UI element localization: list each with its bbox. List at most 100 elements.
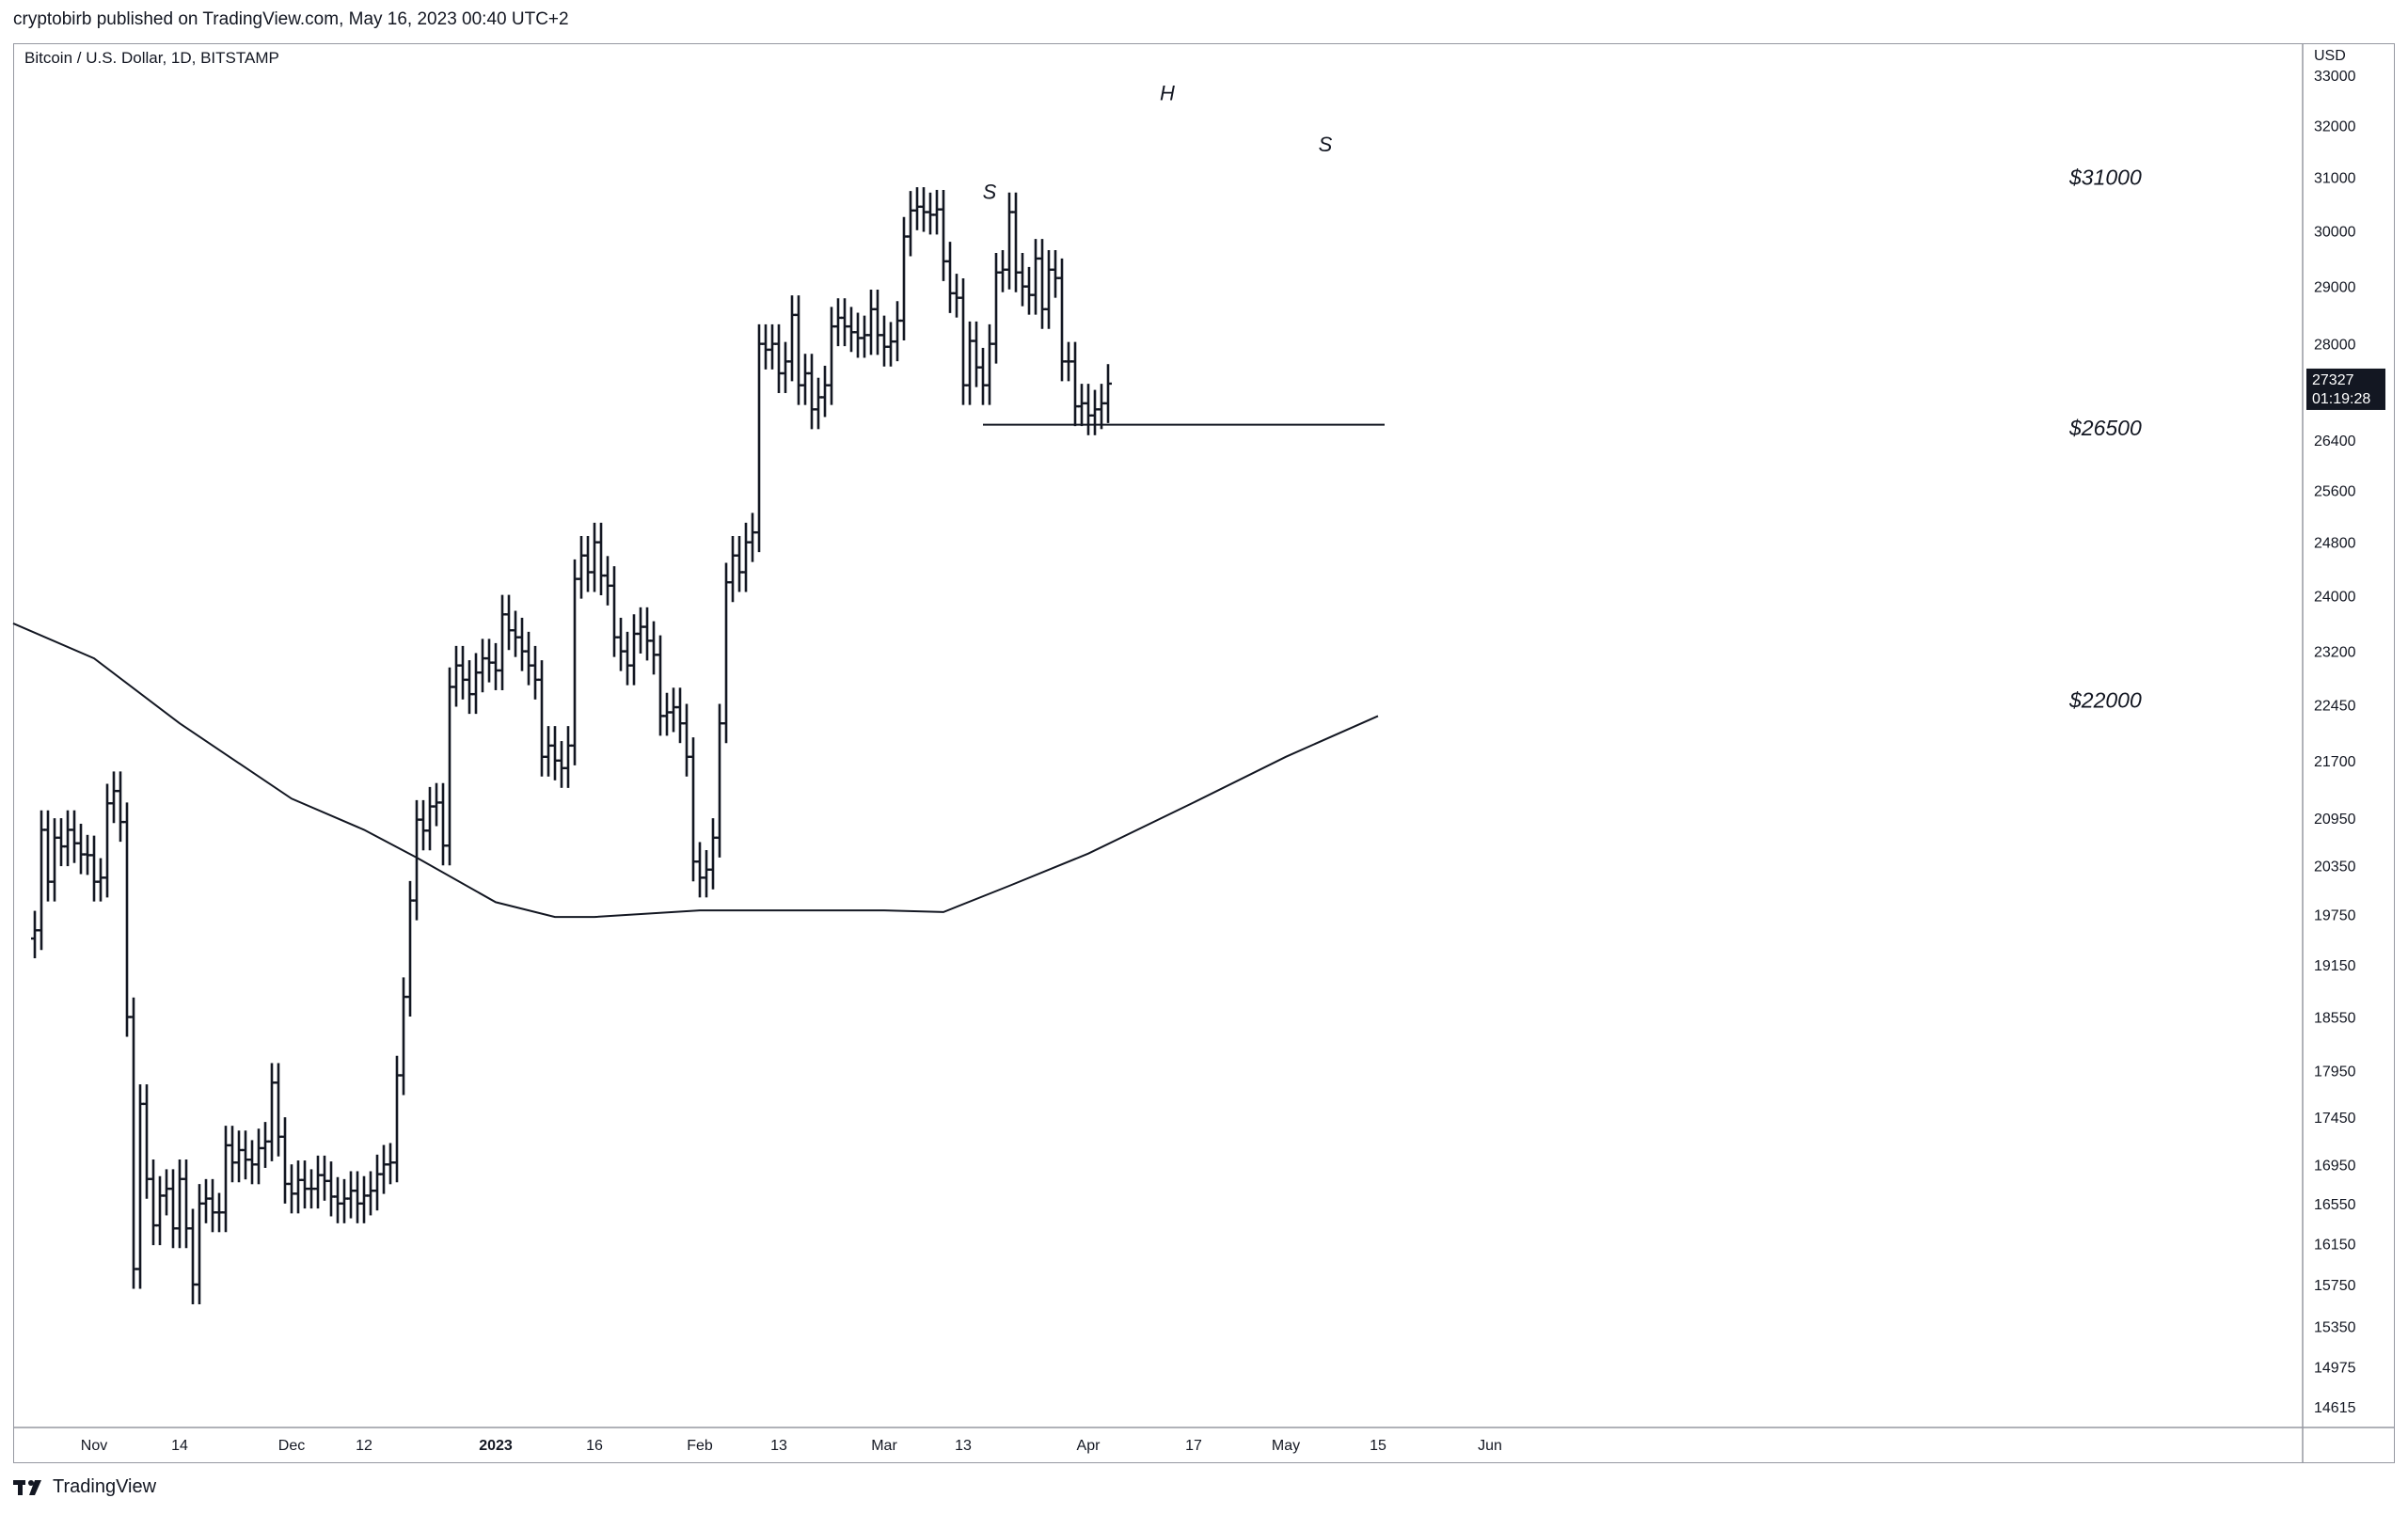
ohlc-bar [117, 771, 124, 843]
ohlc-bar [762, 323, 769, 370]
ohlc-bar [64, 810, 71, 867]
ohlc-bar [281, 1117, 289, 1204]
ohlc-bar [492, 642, 499, 690]
ohlc-bar [341, 1178, 348, 1223]
ohlc-bar [854, 312, 862, 358]
ohlc-bar [452, 645, 460, 707]
ohlc-bar [979, 347, 987, 405]
ohlc-bar [584, 535, 592, 592]
ohlc-bar [874, 290, 881, 355]
date-tick-label: Feb [687, 1438, 713, 1454]
price-tick-label: 16550 [2314, 1197, 2356, 1213]
ohlc-bar [683, 703, 690, 777]
ohlc-bar [1019, 252, 1026, 307]
ohlc-bar [57, 818, 65, 867]
moving-average-layer [12, 622, 1379, 919]
ohlc-bar [294, 1160, 302, 1214]
ohlc-bar [742, 522, 750, 592]
level-label: $26500 [2068, 416, 2142, 440]
ohlc-bar [1071, 341, 1079, 427]
price-tick-label: 19750 [2314, 908, 2356, 924]
ohlc-bar [643, 607, 651, 661]
ohlc-bar [610, 566, 618, 657]
ohlc-bar [110, 771, 118, 824]
ohlc-bar [801, 354, 809, 405]
ohlc-bar [604, 556, 611, 606]
price-tick-label: 33000 [2314, 69, 2356, 85]
price-tick-label: 19150 [2314, 958, 2356, 974]
ohlc-bar [1104, 364, 1112, 423]
ohlc-bar [531, 645, 539, 700]
ohlc-bar [136, 1084, 144, 1289]
ohlc-bar [466, 660, 473, 715]
ohlc-bar [703, 850, 710, 898]
ohlc-bar [485, 639, 493, 683]
ohlc-bar [222, 1126, 230, 1233]
ohlc-bar [1065, 341, 1072, 382]
ohlc-bar [709, 818, 717, 890]
ohlc-bar [51, 818, 58, 902]
ohlc-bar [387, 1143, 394, 1185]
ohlc-bar [986, 323, 993, 405]
ohlc-bar [406, 880, 414, 1017]
ohlc-bar [308, 1169, 315, 1209]
ohlc-bar [900, 216, 908, 340]
ohlc-bar [788, 295, 796, 382]
ohlc-bar [327, 1161, 335, 1217]
ohlc-bar [255, 1128, 262, 1185]
price-tick-label: 22450 [2314, 699, 2356, 715]
price-tick-label: 29000 [2314, 280, 2356, 296]
price-tick-label: 28000 [2314, 338, 2356, 354]
ohlc-bars [31, 187, 1112, 1304]
ohlc-bar [1032, 239, 1039, 315]
ohlc-bar [828, 307, 835, 405]
ohlc-bar [887, 322, 895, 367]
ohlc-bar [663, 692, 671, 736]
ohlc-bar [433, 782, 440, 827]
ohlc-bar [966, 321, 974, 405]
last-price-countdown: 01:19:28 [2312, 391, 2370, 407]
ohlc-bar [334, 1176, 341, 1223]
ohlc-bar [143, 1084, 150, 1199]
annotations-layer: S H S $31000 $26500 $22000 [983, 82, 2142, 713]
footer-brand: TradingView [53, 1476, 157, 1497]
date-tick-label: May [1272, 1438, 1300, 1454]
ohlc-bar [459, 645, 467, 700]
price-tick-label: 30000 [2314, 225, 2356, 241]
ohlc-bar [657, 635, 664, 736]
ohlc-bar [288, 1164, 295, 1214]
ohlc-bar [1045, 250, 1053, 329]
price-tick-label: 18550 [2314, 1010, 2356, 1026]
ohlc-bar [479, 639, 486, 693]
ohlc-bar [834, 298, 842, 347]
ohlc-bar [446, 667, 453, 866]
ohlc-bar [1006, 192, 1013, 290]
ohlc-bar [907, 191, 914, 257]
ohlc-bar [1098, 384, 1105, 430]
date-tick-label: 17 [1185, 1438, 1202, 1454]
ohlc-bar [242, 1130, 249, 1180]
date-tick-label: 13 [770, 1438, 787, 1454]
date-tick-label: 12 [356, 1438, 372, 1454]
last-price-value: 27327 [2312, 372, 2354, 388]
ohlc-bar [209, 1178, 216, 1233]
ohlc-bar [637, 607, 644, 654]
ohlc-bar [821, 365, 829, 418]
ohlc-bar [815, 377, 822, 430]
ohlc-bar [130, 997, 137, 1289]
ohlc-bar [578, 535, 585, 599]
ohlc-bar [229, 1126, 236, 1183]
published-header: cryptobirb published on TradingView.com,… [13, 9, 569, 29]
ohlc-bar [722, 562, 730, 744]
ohlc-bar [150, 1159, 157, 1246]
ohlc-bar [413, 799, 420, 921]
price-tick-label: 24800 [2314, 536, 2356, 552]
ohlc-bar [591, 522, 598, 592]
ohlc-bar [84, 834, 91, 875]
ohlc-bar [44, 810, 52, 902]
price-tick-label: 23200 [2314, 645, 2356, 661]
ohlc-bar [123, 802, 131, 1037]
ohlc-bar [894, 301, 901, 362]
ohlc-bar [670, 687, 677, 733]
